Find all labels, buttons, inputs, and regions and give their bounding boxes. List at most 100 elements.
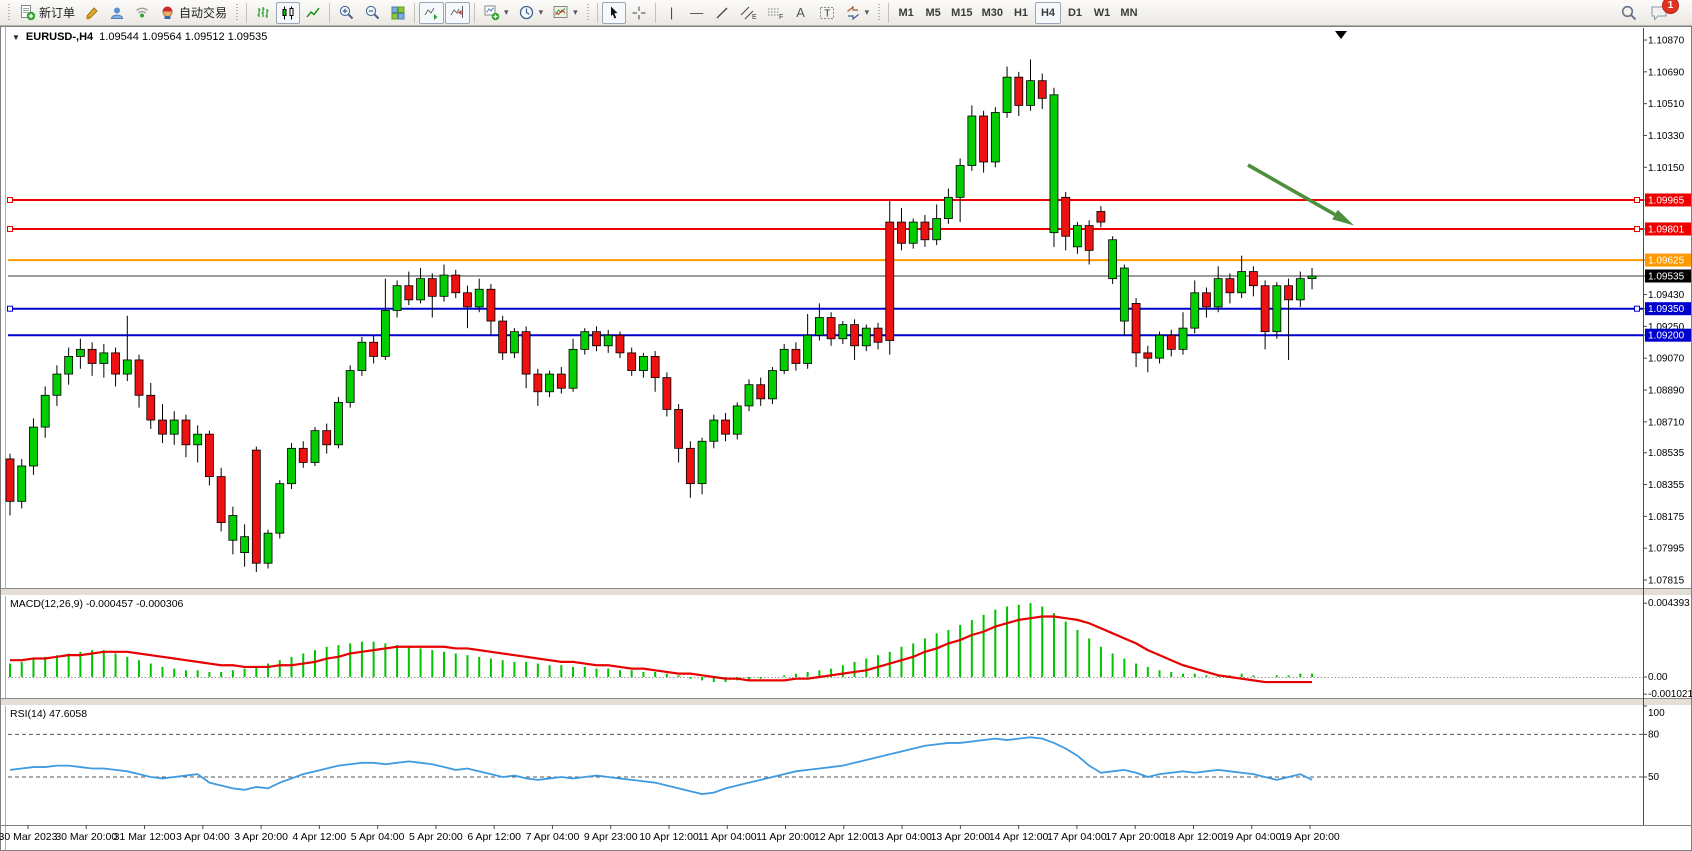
candle-body xyxy=(756,384,766,400)
chart-shift-button[interactable] xyxy=(445,1,471,24)
trend-line-tool[interactable] xyxy=(710,2,734,24)
candle-body xyxy=(603,334,613,347)
cursor-button[interactable] xyxy=(601,1,626,24)
auto-trading-button[interactable]: 自动交易 xyxy=(155,2,231,24)
styles-icon xyxy=(86,6,98,19)
timeframe-button-H1[interactable]: H1 xyxy=(1013,6,1028,19)
candle-body xyxy=(533,373,543,393)
symbol-menu-icon[interactable]: ▼ xyxy=(12,32,20,42)
new-order-button[interactable]: 新订单 xyxy=(15,2,79,24)
candle-body xyxy=(568,348,578,389)
toolbar-grip[interactable] xyxy=(235,3,240,22)
price-tag xyxy=(1645,193,1691,207)
line-chart-button[interactable] xyxy=(301,2,325,24)
candle-body xyxy=(639,356,648,371)
annotation-arrow[interactable] xyxy=(1247,163,1355,226)
text-label-tool[interactable]: T xyxy=(814,2,840,24)
text-tool-icon: A xyxy=(796,5,805,20)
svg-text:30 Mar 2023: 30 Mar 2023 xyxy=(0,831,58,843)
candlestick-chart-button[interactable] xyxy=(276,1,301,24)
timeframe-button-M30[interactable]: M30 xyxy=(981,6,1003,19)
horizontal-line-tool[interactable]: — xyxy=(685,2,709,24)
text-label-icon: T xyxy=(819,6,834,19)
vertical-line-tool[interactable]: | xyxy=(660,2,684,24)
timeframe-button-W1[interactable]: W1 xyxy=(1093,6,1111,19)
candle-body xyxy=(416,278,425,301)
arrows-tool[interactable]: ▾ xyxy=(841,2,874,24)
candle-body xyxy=(1237,271,1247,294)
candle-body xyxy=(955,165,965,198)
bar-chart-button[interactable] xyxy=(251,2,275,24)
line-handle xyxy=(1634,305,1640,312)
timeframe-button-M1[interactable]: M1 xyxy=(898,6,914,19)
svg-text:31 Mar 12:00: 31 Mar 12:00 xyxy=(114,831,176,843)
zoom-out-button[interactable] xyxy=(360,2,385,24)
candle-body xyxy=(146,394,156,421)
signals-button[interactable] xyxy=(130,2,154,24)
svg-text:1.08710: 1.08710 xyxy=(1648,417,1685,428)
horizontal-price-lines[interactable] xyxy=(7,196,1644,337)
styles-button[interactable] xyxy=(80,2,104,24)
svg-text:1.10150: 1.10150 xyxy=(1648,163,1685,174)
candle-body xyxy=(1202,292,1211,308)
dropdown-caret-icon[interactable]: ▾ xyxy=(573,7,578,17)
dropdown-caret-icon[interactable]: ▾ xyxy=(538,7,544,17)
macd-histogram xyxy=(9,603,1314,683)
notification-badge[interactable]: 1 xyxy=(1662,0,1679,14)
text-tool[interactable]: A xyxy=(789,2,813,24)
svg-text:1.09350: 1.09350 xyxy=(1648,304,1685,315)
rsi-line xyxy=(9,736,1313,795)
auto-scroll-button[interactable] xyxy=(419,1,445,24)
pane-divider[interactable] xyxy=(1,588,1691,596)
new-chart-icon xyxy=(484,5,500,21)
svg-text:4 Apr 12:00: 4 Apr 12:00 xyxy=(293,831,347,843)
dropdown-caret-icon[interactable]: ▾ xyxy=(864,7,870,17)
timeframe-button-D1[interactable]: D1 xyxy=(1067,6,1082,19)
toolbar-right-icons: 1 xyxy=(1620,0,1679,22)
svg-text:1.07815: 1.07815 xyxy=(1648,576,1685,587)
toolbar-grip[interactable] xyxy=(877,3,882,22)
candle-body xyxy=(1096,211,1106,223)
chart-canvas[interactable]: 1.10870 1.10690 1.10510 1.10330 1.10150 1.094… xyxy=(0,26,1692,851)
timeframe-button-MN[interactable]: MN xyxy=(1120,6,1138,19)
tile-windows-button[interactable] xyxy=(386,2,410,24)
svg-text:1.08890: 1.08890 xyxy=(1648,385,1685,396)
main-toolbar: 新订单 自动交易 xyxy=(0,0,1692,26)
scroll-marker-icon[interactable] xyxy=(1335,31,1347,39)
equidistant-channel-tool[interactable]: E xyxy=(735,2,761,24)
community-button[interactable] xyxy=(105,2,129,24)
timeframe-button-M15[interactable]: M15 xyxy=(951,6,973,19)
candle-body xyxy=(1084,225,1094,251)
timeframe-button-H4[interactable]: H4 xyxy=(1034,1,1061,24)
chat-button[interactable]: 1 xyxy=(1650,0,1679,22)
candle-body xyxy=(685,447,695,485)
candle-body xyxy=(451,274,461,294)
periods-button[interactable]: ▾ xyxy=(514,2,548,24)
svg-text:13 Apr 20:00: 13 Apr 20:00 xyxy=(931,831,991,843)
svg-text:3 Apr 04:00: 3 Apr 04:00 xyxy=(176,831,230,843)
candle-body xyxy=(463,292,472,308)
timeframe-button-M5[interactable]: M5 xyxy=(925,6,941,19)
templates-button[interactable]: ▾ xyxy=(548,2,582,24)
community-icon xyxy=(111,7,124,19)
bar-chart-icon xyxy=(257,6,269,18)
candle-body xyxy=(779,348,789,371)
candle-body xyxy=(5,458,15,502)
fibonacci-tool[interactable]: F xyxy=(762,2,788,24)
zoom-in-button[interactable] xyxy=(334,2,359,24)
new-chart-button[interactable]: ▾ xyxy=(479,2,513,24)
svg-text:17 Apr 04:00: 17 Apr 04:00 xyxy=(1047,831,1107,843)
candle-body xyxy=(169,419,179,435)
price-axis-ticks[interactable]: 1.10870 1.10690 1.10510 1.10330 1.10150 1.094… xyxy=(1643,36,1685,587)
candle-body xyxy=(908,221,918,244)
toolbar-grip[interactable] xyxy=(585,3,590,22)
toolbar-grip[interactable] xyxy=(7,3,11,22)
candle-body xyxy=(52,373,62,396)
candle-body xyxy=(768,370,777,400)
crosshair-button[interactable] xyxy=(627,2,651,24)
clock-icon xyxy=(519,5,533,20)
dropdown-caret-icon[interactable]: ▾ xyxy=(504,7,509,17)
pane-divider[interactable] xyxy=(1,698,1691,706)
search-icon[interactable] xyxy=(1620,4,1638,22)
